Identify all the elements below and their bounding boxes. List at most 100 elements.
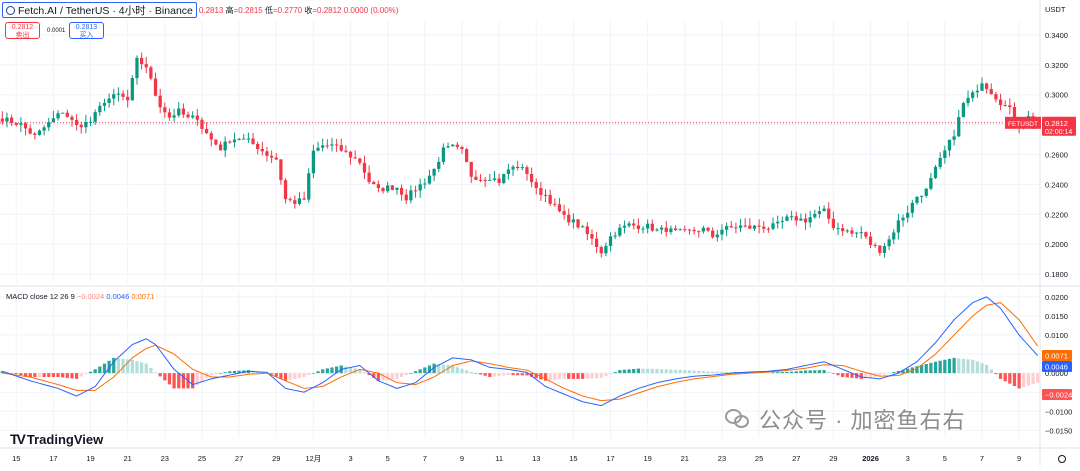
- candle-body: [975, 90, 979, 93]
- candle: [650, 219, 654, 232]
- histogram-bar: [971, 359, 975, 374]
- histogram-bar: [989, 369, 993, 374]
- price-tag-value: 0.2812: [1045, 119, 1068, 128]
- histogram-bar: [711, 371, 715, 374]
- macd-legend[interactable]: MACD close 12 26 9 −0.0024 0.0046 0.0071: [6, 292, 154, 301]
- candle: [288, 197, 292, 202]
- candle-body: [418, 184, 422, 191]
- candle: [692, 226, 696, 235]
- candle-body: [172, 115, 176, 118]
- candle: [37, 129, 42, 136]
- candle: [827, 202, 831, 224]
- time-tick-label: 7: [980, 454, 984, 463]
- candle-body: [218, 144, 223, 151]
- macd-tick-label: 0.0200: [1045, 293, 1068, 302]
- histogram-bar: [130, 359, 134, 374]
- histogram-bar: [975, 361, 979, 374]
- candle: [42, 125, 46, 136]
- histogram-bar: [488, 373, 492, 377]
- candle-body: [766, 228, 771, 230]
- histogram-bar: [204, 373, 209, 379]
- histogram-bar: [372, 373, 376, 378]
- candle-body: [51, 118, 56, 123]
- histogram-bar: [650, 368, 654, 374]
- histogram-bar: [957, 358, 961, 374]
- histogram-bar: [984, 364, 989, 374]
- time-tick-label: 21: [124, 454, 132, 463]
- candle-body: [158, 95, 162, 108]
- time-tick-label: 25: [198, 454, 206, 463]
- histogram-bar: [655, 368, 659, 374]
- candle-body: [93, 112, 97, 122]
- histogram-bar: [56, 373, 60, 377]
- histogram-bar: [325, 368, 329, 374]
- wechat-watermark: 公众号 · 加密鱼右右: [725, 403, 966, 435]
- candle: [748, 218, 752, 229]
- candle: [1008, 98, 1012, 115]
- tradingview-logo[interactable]: TV TradingView: [10, 431, 103, 447]
- candle: [413, 185, 418, 198]
- candle: [367, 165, 371, 185]
- candle: [61, 112, 65, 114]
- candle-body: [88, 121, 93, 123]
- candle-body: [697, 231, 701, 233]
- candle: [237, 137, 241, 141]
- macd-line-value: 0.0046: [106, 292, 130, 301]
- buy-button[interactable]: 0.2813 买入: [69, 22, 104, 39]
- histogram-bar: [808, 370, 812, 374]
- candle: [358, 157, 362, 165]
- candle-body: [386, 185, 390, 192]
- symbol-box[interactable]: Fetch.AI / TetherUS · 4小时 · Binance: [2, 2, 197, 18]
- candle: [590, 229, 594, 245]
- candle: [0, 111, 4, 125]
- candle-body: [14, 122, 18, 125]
- candle-body: [613, 235, 617, 237]
- candle: [683, 225, 687, 233]
- candle: [641, 226, 645, 234]
- time-tick-label: 9: [1017, 454, 1021, 463]
- histogram-bar: [293, 373, 297, 379]
- candle-body: [256, 143, 260, 150]
- candle-body: [734, 227, 738, 229]
- candle: [882, 242, 887, 258]
- candle-body: [265, 151, 269, 156]
- candle-body: [464, 149, 469, 162]
- settings-gear-icon[interactable]: [1058, 455, 1066, 463]
- histogram-bar: [102, 363, 107, 374]
- histogram-bar: [126, 359, 130, 374]
- candle-body: [293, 200, 297, 204]
- candle-body: [780, 220, 784, 222]
- candle-body: [989, 89, 993, 95]
- candle-body: [729, 226, 733, 228]
- histogram-bar: [613, 372, 617, 374]
- candle: [632, 218, 636, 230]
- candle-body: [627, 223, 631, 226]
- candle-body: [260, 149, 264, 152]
- candle: [743, 218, 747, 228]
- sell-button[interactable]: 0.2812 卖出: [5, 22, 40, 39]
- histogram-bar: [288, 373, 292, 380]
- candle-body: [19, 123, 23, 125]
- histogram-bar: [316, 371, 320, 374]
- histogram-bar: [511, 373, 515, 376]
- histogram-bar: [51, 373, 56, 377]
- candle-body: [836, 228, 840, 230]
- candle-body: [873, 244, 877, 246]
- time-tick-label: 29: [829, 454, 837, 463]
- candle: [646, 219, 650, 234]
- candle: [395, 187, 399, 195]
- macd-value-tag: [1042, 361, 1072, 372]
- histogram-bar: [506, 373, 511, 376]
- histogram-bar: [669, 369, 673, 374]
- histogram-bar: [618, 370, 622, 374]
- candle: [33, 132, 37, 140]
- candle: [372, 180, 376, 185]
- histogram-bar: [966, 359, 970, 374]
- candle-body: [929, 177, 933, 189]
- candle: [701, 225, 706, 234]
- time-tick-label: 21: [681, 454, 689, 463]
- candle-body: [1003, 105, 1007, 107]
- histogram-bar: [766, 372, 771, 374]
- candle-body: [181, 108, 186, 115]
